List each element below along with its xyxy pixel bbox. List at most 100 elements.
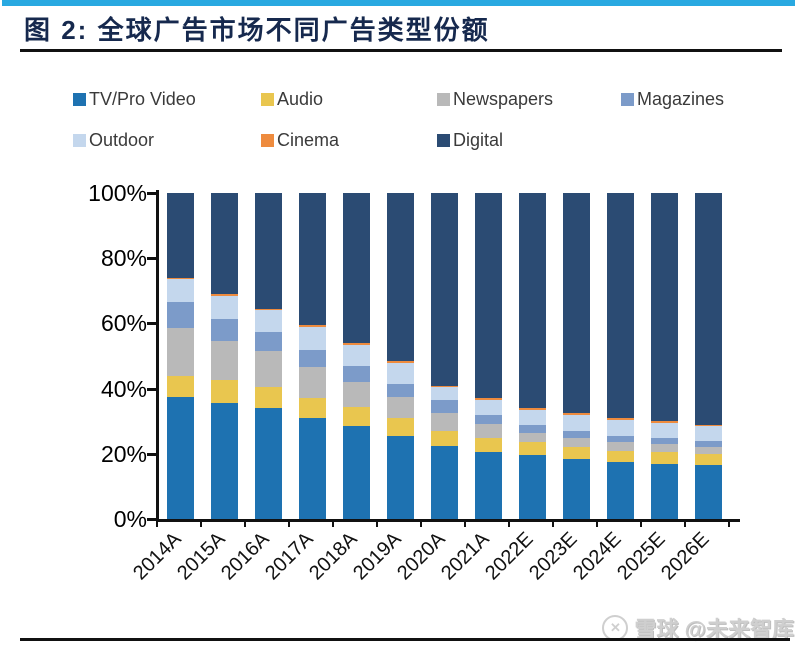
- bar-segment-magazines-2026E: [694, 440, 722, 448]
- y-axis-tick-60: [147, 322, 156, 326]
- bar-segment-newspapers-2020A: [430, 413, 458, 431]
- bar-segment-newspapers-2021A: [474, 424, 502, 438]
- legend-item-newspapers: Newspapers: [437, 88, 621, 110]
- bar-segment-tv-pro-video-2018A: [342, 426, 370, 519]
- bar-segment-outdoor-2023E: [562, 414, 590, 432]
- bar-segment-magazines-2021A: [474, 414, 502, 425]
- watermark: ✕ 雪球 @未来智库: [602, 612, 794, 644]
- bar-segment-newspapers-2022E: [518, 432, 546, 443]
- title-divider: [20, 49, 782, 52]
- bar-segment-outdoor-2014A: [166, 279, 194, 303]
- bar-segment-audio-2023E: [562, 447, 590, 459]
- legend-item-magazines: Magazines: [621, 88, 753, 110]
- bar-segment-tv-pro-video-2024E: [606, 461, 634, 519]
- bar-segment-magazines-2020A: [430, 400, 458, 414]
- bar-segment-outdoor-2015A: [210, 295, 238, 319]
- bar-segment-tv-pro-video-2025E: [650, 463, 678, 519]
- stacked-bar-2017A: [298, 193, 326, 519]
- x-axis-tick-12: [684, 519, 686, 527]
- bar-segment-outdoor-2025E: [650, 422, 678, 438]
- bar-segment-digital-2020A: [430, 193, 458, 387]
- x-axis-tick-10: [596, 519, 598, 527]
- bar-segment-digital-2021A: [474, 193, 502, 399]
- stacked-bar-2022E: [518, 193, 546, 519]
- x-axis-tick-6: [420, 519, 422, 527]
- legend-item-tv-pro-video: TV/Pro Video: [73, 88, 261, 110]
- bar-segment-tv-pro-video-2017A: [298, 417, 326, 519]
- legend-item-digital: Digital: [437, 129, 621, 151]
- x-axis-tick-1: [200, 519, 202, 527]
- x-axis-tick-0: [156, 519, 158, 527]
- bar-segment-magazines-2017A: [298, 349, 326, 368]
- legend-label-newspapers: Newspapers: [453, 88, 554, 109]
- legend-label-tv-pro-video: TV/Pro Video: [89, 88, 196, 109]
- top-accent-bar: [2, 0, 795, 6]
- stacked-bar-2021A: [474, 193, 502, 519]
- bar-segment-cinema-2019A: [386, 360, 414, 363]
- x-axis-line: [156, 519, 740, 522]
- bar-segment-tv-pro-video-2022E: [518, 455, 546, 519]
- bar-segment-cinema-2021A: [474, 398, 502, 401]
- bar-segment-magazines-2018A: [342, 365, 370, 383]
- y-axis-label-100: 100%: [88, 180, 147, 206]
- legend-swatch-newspapers: [437, 92, 450, 106]
- bar-segment-cinema-2014A: [166, 277, 194, 280]
- bar-segment-cinema-2016A: [254, 308, 282, 311]
- bar-segment-newspapers-2017A: [298, 367, 326, 399]
- bar-segment-digital-2017A: [298, 193, 326, 326]
- bar-segment-newspapers-2024E: [606, 442, 634, 451]
- bar-segment-digital-2024E: [606, 193, 634, 418]
- bar-segment-tv-pro-video-2016A: [254, 408, 282, 519]
- bar-segment-magazines-2023E: [562, 431, 590, 438]
- bar-segment-audio-2021A: [474, 437, 502, 453]
- bar-segment-digital-2022E: [518, 193, 546, 409]
- bar-segment-magazines-2015A: [210, 318, 238, 342]
- bar-segment-magazines-2025E: [650, 437, 678, 445]
- bar-segment-newspapers-2019A: [386, 396, 414, 418]
- bar-segment-newspapers-2025E: [650, 444, 678, 453]
- legend-label-cinema: Cinema: [277, 129, 340, 150]
- bar-segment-audio-2015A: [210, 380, 238, 404]
- bar-segment-outdoor-2018A: [342, 344, 370, 366]
- bar-segment-outdoor-2022E: [518, 409, 546, 425]
- bar-segment-outdoor-2016A: [254, 310, 282, 332]
- bar-segment-magazines-2022E: [518, 424, 546, 433]
- legend-swatch-tv-pro-video: [73, 92, 86, 106]
- y-axis-label-20: 20%: [100, 440, 147, 467]
- bar-segment-cinema-2024E: [606, 417, 634, 420]
- x-axis-tick-5: [376, 519, 378, 527]
- x-axis-tick-11: [640, 519, 642, 527]
- bar-segment-outdoor-2019A: [386, 362, 414, 384]
- bar-segment-tv-pro-video-2026E: [694, 465, 722, 519]
- legend-swatch-magazines: [621, 92, 634, 106]
- y-axis-line: [156, 190, 159, 521]
- stacked-bar-2026E: [694, 193, 722, 519]
- x-axis-tick-3: [288, 519, 290, 527]
- y-axis-tick-100: [147, 192, 156, 195]
- stacked-bar-2023E: [562, 193, 590, 519]
- figure-title: 图 2: 全球广告市场不同广告类型份额: [24, 15, 490, 45]
- bar-segment-cinema-2015A: [210, 294, 238, 296]
- bar-segment-tv-pro-video-2021A: [474, 452, 502, 519]
- bar-segment-audio-2016A: [254, 386, 282, 409]
- bar-segment-audio-2018A: [342, 406, 370, 427]
- x-axis-tick-4: [332, 519, 334, 527]
- bar-segment-cinema-2023E: [562, 413, 590, 415]
- legend-label-magazines: Magazines: [637, 88, 725, 109]
- bar-segment-audio-2017A: [298, 398, 326, 418]
- chart-legend: TV/Pro Video Audio Newspapers Magazines Outd…: [73, 88, 753, 151]
- bar-segment-digital-2018A: [342, 193, 370, 343]
- x-axis-tick-13: [728, 519, 730, 527]
- bar-segment-audio-2026E: [694, 453, 722, 466]
- x-axis-tick-8: [508, 519, 510, 527]
- stacked-bar-2015A: [210, 193, 238, 519]
- bar-segment-audio-2019A: [386, 417, 414, 436]
- bar-segment-digital-2014A: [166, 193, 194, 278]
- legend-swatch-outdoor: [73, 133, 86, 147]
- bar-segment-outdoor-2021A: [474, 400, 502, 415]
- bar-segment-digital-2015A: [210, 193, 238, 295]
- bar-segment-audio-2025E: [650, 452, 678, 464]
- bar-segment-cinema-2022E: [518, 408, 546, 410]
- y-axis-label-80: 80%: [100, 245, 147, 272]
- legend-item-audio: Audio: [261, 88, 437, 110]
